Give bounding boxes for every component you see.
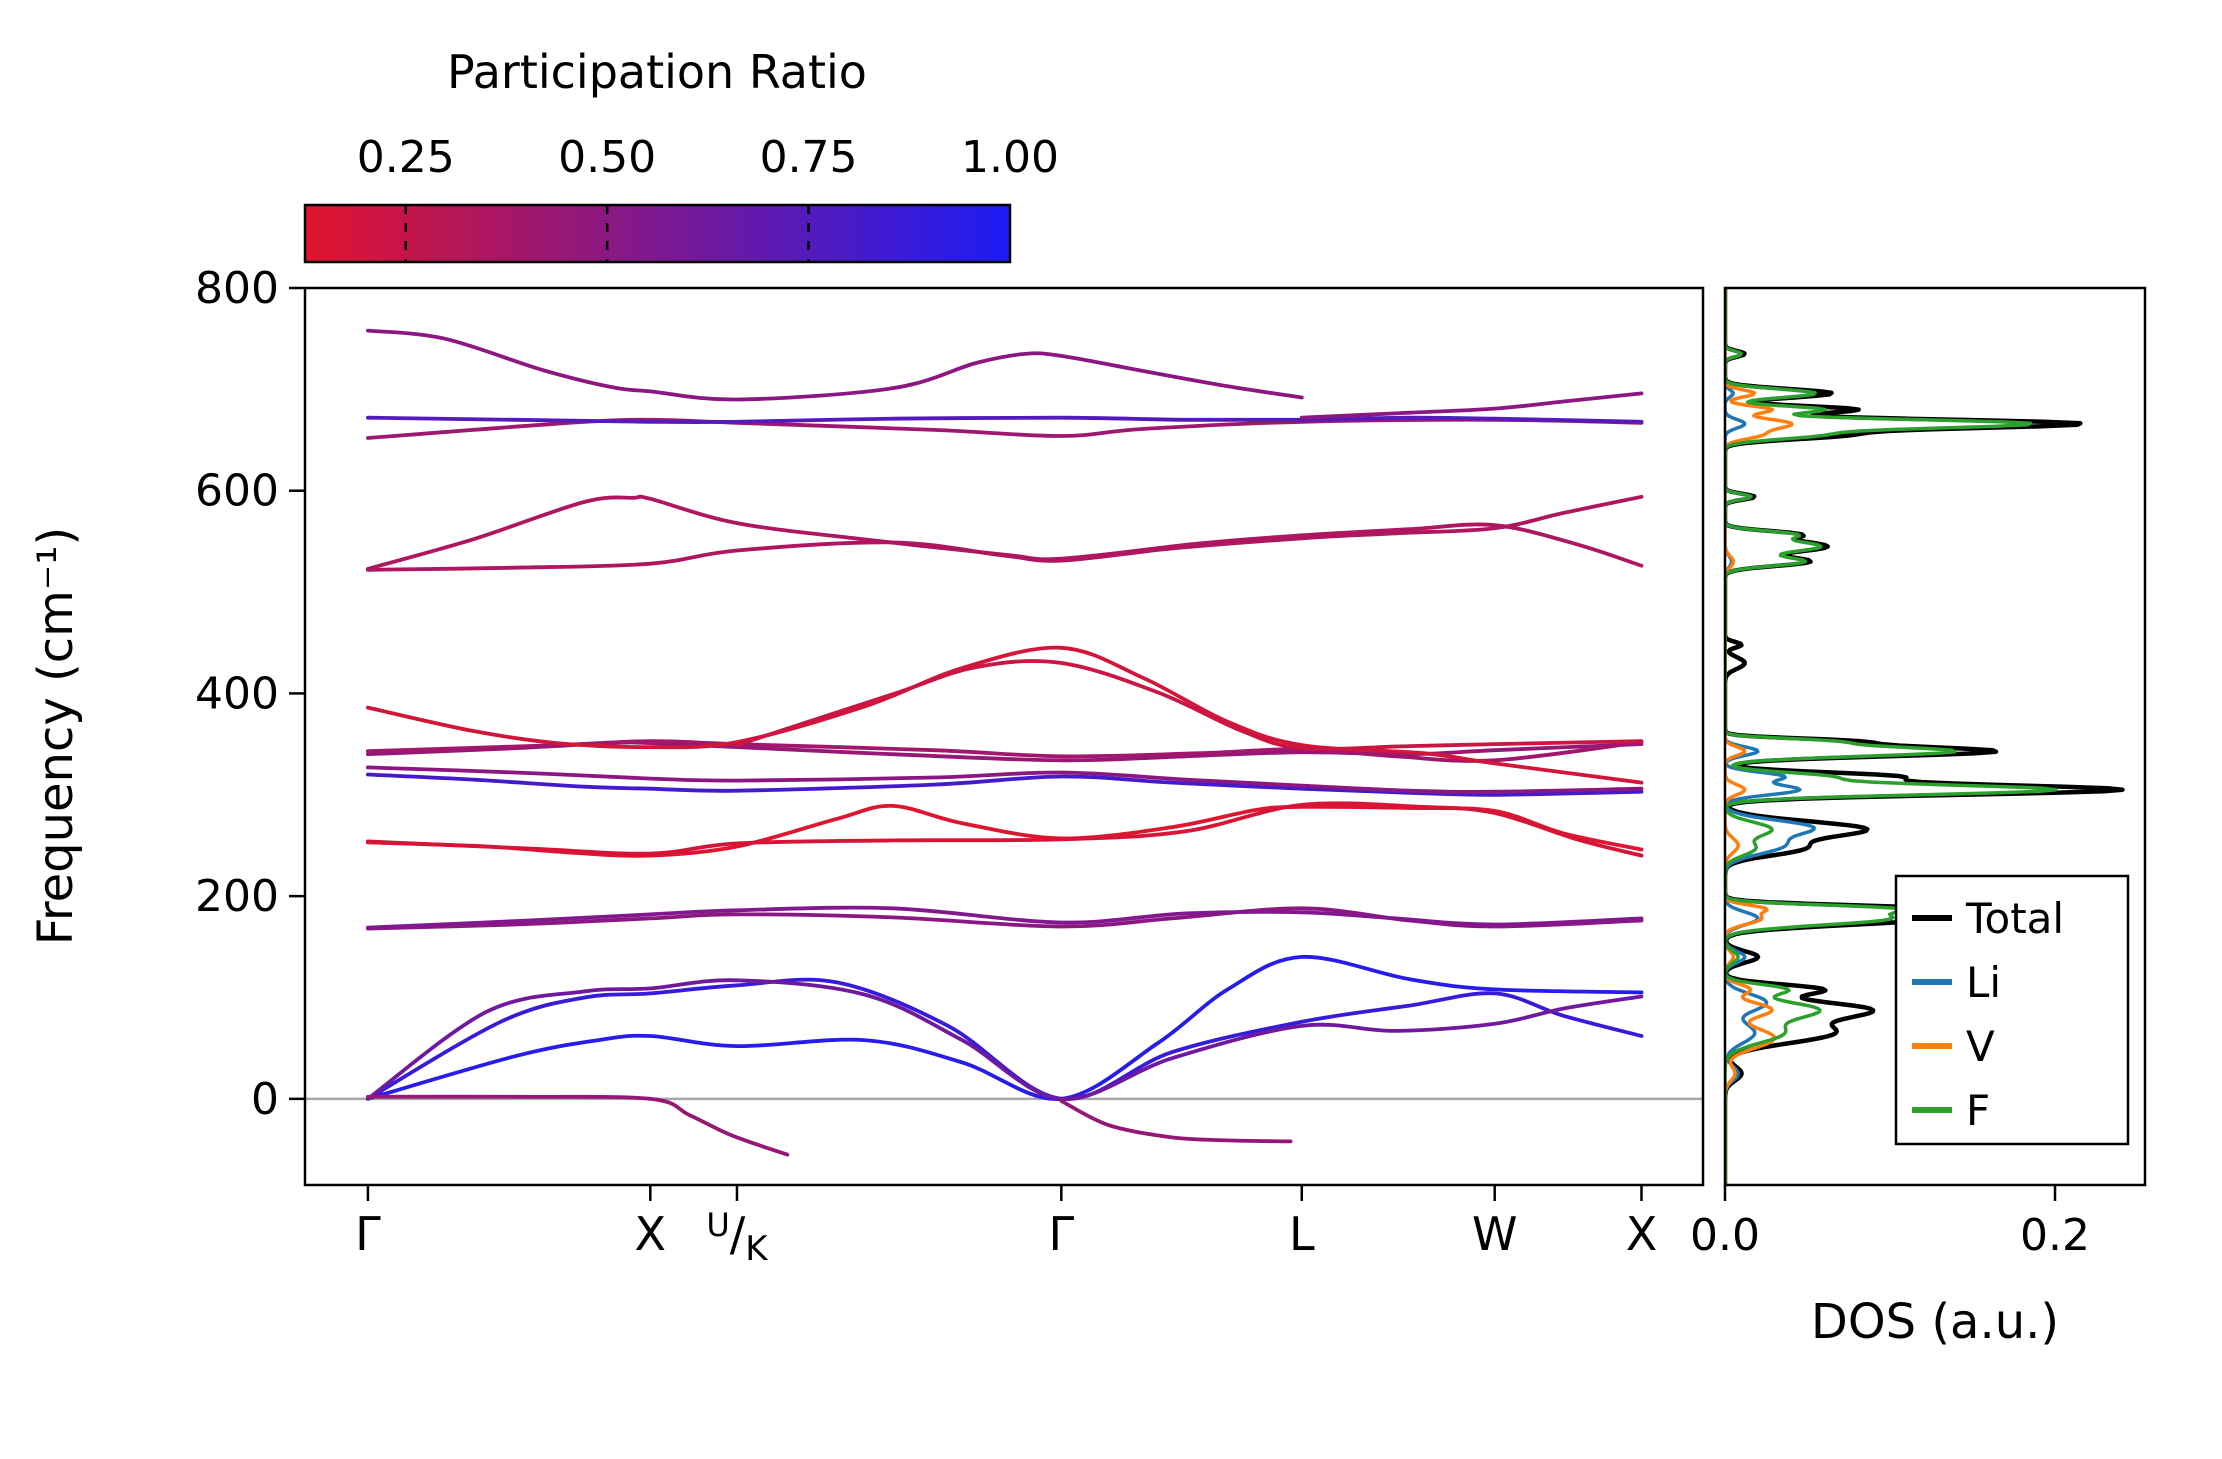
band-path-19 xyxy=(366,328,1304,402)
band-path-13 xyxy=(366,645,1644,785)
band-path-0 xyxy=(366,954,1644,1101)
legend-label-total: Total xyxy=(1965,894,2064,943)
dos-x-tick-label: 0.2 xyxy=(2020,1210,2090,1261)
colorbar-tick-label: 0.75 xyxy=(760,132,858,183)
dos-x-tick-label: 0.0 xyxy=(1690,1210,1760,1261)
y-axis-label: Frequency (cm⁻¹) xyxy=(28,527,84,945)
dos-axis-ticks: 0.0 0.2 xyxy=(1690,1185,2090,1261)
dos-frame xyxy=(1723,286,2147,1187)
colorbar-tick-label: 1.00 xyxy=(961,132,1059,183)
band-path-18 xyxy=(366,415,1644,425)
band-path-6 xyxy=(366,905,1644,930)
colorbar-tick-label: 0.50 xyxy=(558,132,656,183)
legend-label-li: Li xyxy=(1966,958,2001,1007)
band-path-4 xyxy=(1059,1099,1293,1144)
kpoint-label: X xyxy=(1626,1207,1658,1261)
colorbar-ticks: 0.25 0.50 0.75 1.00 xyxy=(357,132,1059,183)
kpoint-label: Γ xyxy=(1048,1207,1074,1261)
band-axis-ticks: 0 200 400 600 800 Γ X U/K Γ L W X xyxy=(195,263,1657,1269)
dos-panel: DOS (a.u.) 0.0 0.2 Total Li VF xyxy=(1690,286,2147,1350)
band-path-16 xyxy=(366,494,1644,571)
y-tick-label: 0 xyxy=(251,1074,279,1125)
dos-curve-f xyxy=(1725,288,2058,1185)
band-path-2 xyxy=(366,978,1644,1101)
dos-x-label: DOS (a.u.) xyxy=(1811,1294,2059,1350)
band-path-1 xyxy=(366,977,1644,1101)
band-path-14 xyxy=(735,659,1644,751)
legend: Total Li VF xyxy=(1894,874,2130,1146)
y-tick-label: 400 xyxy=(195,668,279,719)
band-path-20 xyxy=(1299,391,1644,420)
colorbar-tick-label: 0.25 xyxy=(357,132,455,183)
y-tick-label: 600 xyxy=(195,466,279,517)
band-path-9 xyxy=(366,772,1644,797)
y-tick-label: 800 xyxy=(195,263,279,314)
band-path-8 xyxy=(366,801,1644,858)
y-tick-label: 200 xyxy=(195,871,279,922)
legend-label-v: V xyxy=(1966,1022,1995,1071)
band-frame xyxy=(303,286,1705,1187)
band-path-17 xyxy=(366,417,1644,440)
kpoint-label: Γ xyxy=(355,1207,381,1261)
legend-label-f: F xyxy=(1966,1086,1990,1135)
band-structure-panel: Frequency (cm⁻¹) 0 200 400 600 800 Γ X U/K Γ L W X xyxy=(28,263,1705,1269)
band-path-10 xyxy=(366,765,1644,794)
kpoint-label: W xyxy=(1472,1207,1517,1261)
colorbar: Participation Ratio 0.25 0.50 0.75 1.00 xyxy=(303,45,1059,264)
band-path-3 xyxy=(366,1094,790,1157)
kpoint-label: X xyxy=(635,1207,667,1261)
colorbar-title: Participation Ratio xyxy=(447,45,867,99)
band-path-12 xyxy=(366,739,1644,763)
band-path-15 xyxy=(366,494,1644,572)
band-curves xyxy=(366,328,1644,1157)
colorbar-gradient-bar xyxy=(303,203,1012,264)
kpoint-label: U/K xyxy=(706,1206,769,1269)
kpoint-label: L xyxy=(1289,1207,1315,1261)
